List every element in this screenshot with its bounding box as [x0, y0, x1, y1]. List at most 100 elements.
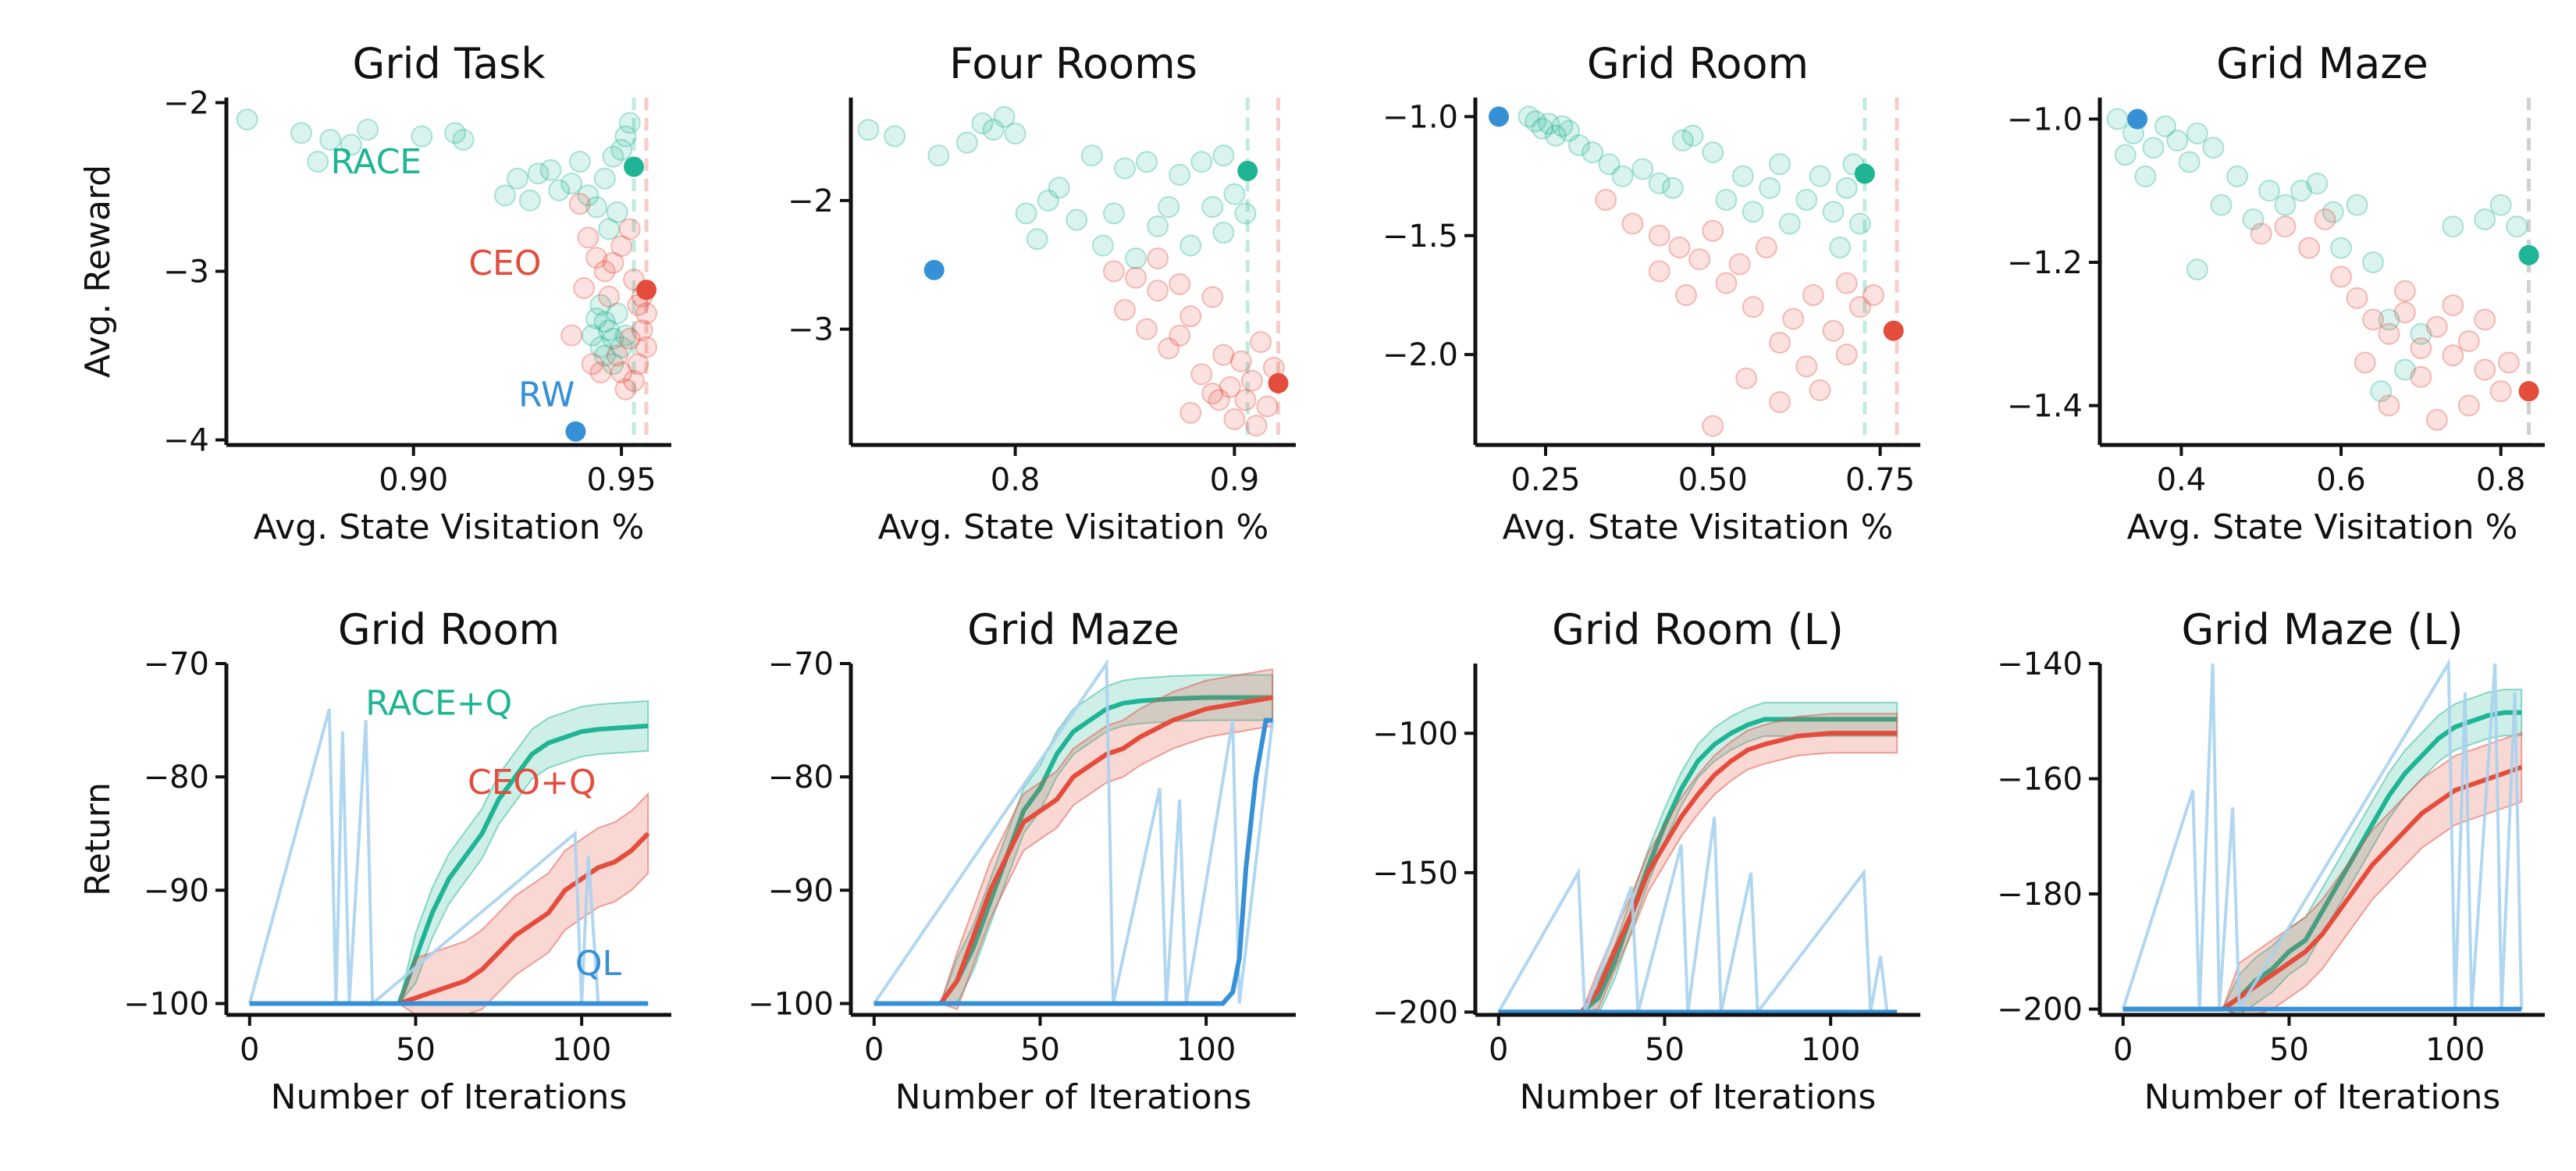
plot-area	[857, 98, 1289, 445]
scatter-point-race	[2474, 208, 2496, 230]
scatter-point-race	[1681, 124, 1704, 147]
panel-2: Four Rooms 0.8 0.9 −2 −3 Avg. State Visitatio…	[788, 39, 1296, 547]
scatter-point-race	[1125, 247, 1147, 270]
scatter-point-ceo	[1863, 283, 1884, 306]
series-line-ceo	[873, 695, 1273, 1006]
panel-3: Grid Room 0.25 0.50 0.75 −1.0 −1.5 −2.0 Avg. St…	[1382, 39, 1920, 547]
highlight-point-ceo	[2518, 381, 2539, 402]
scatter-point-ceo	[614, 378, 637, 400]
scatter-point-ceo	[1621, 212, 1644, 235]
scatter-point-ceo	[2361, 308, 2384, 331]
scatter-point-race	[443, 122, 466, 144]
scatter-point-race	[1147, 215, 1169, 237]
scatter-point-race	[1212, 222, 1235, 244]
scatter-point-race	[1026, 228, 1048, 251]
x-axis-label: Avg. State Visitation %	[2127, 507, 2518, 547]
scatter-point-ceo	[2250, 222, 2272, 245]
scatter-point-ceo	[1102, 260, 1125, 283]
scatter-point-ceo	[1648, 260, 1670, 283]
scatter-point-ceo	[1848, 296, 1871, 319]
scatter-point-ceo	[1201, 383, 1224, 405]
scatter-point-ceo	[573, 277, 596, 300]
scatter-point-race	[971, 112, 994, 134]
annotation-rw: RW	[518, 375, 575, 415]
scatter-point-race	[1190, 151, 1213, 173]
scatter-point-ceo	[1147, 247, 1169, 270]
y-tick-label: −3	[163, 254, 209, 290]
annotation-race: RACE	[330, 142, 422, 182]
panel-8: Grid Maze (L) 0 50 100 −140 −160 −180 −200 Numbe…	[1997, 605, 2545, 1117]
scatter-point-ceo	[2330, 265, 2353, 288]
scatter-point-ceo	[1223, 408, 1246, 431]
scatter-point-race	[1778, 212, 1801, 235]
scatter-point-race	[2290, 180, 2312, 202]
scatter-point-race	[560, 173, 583, 195]
scatter-point-race	[1234, 202, 1257, 225]
scatter-point-ceo	[1735, 367, 1758, 390]
plot-area	[2106, 98, 2539, 445]
scatter-point-ceo	[618, 218, 641, 240]
scatter-point-ceo	[1158, 337, 1180, 360]
scatter-point-race	[593, 167, 616, 190]
scatter-point-ceo	[1179, 401, 1202, 424]
panel-title: Grid Room	[338, 605, 560, 654]
scatter-point-race	[357, 119, 379, 141]
scatter-point-race	[493, 184, 516, 207]
scatter-point-race	[1558, 119, 1580, 142]
highlight-point-race	[624, 156, 645, 177]
x-tick-label: 0	[864, 1032, 884, 1068]
scatter-point-race	[1611, 165, 1634, 187]
scatter-point-race	[1004, 123, 1026, 145]
panel-title: Grid Room	[1587, 39, 1809, 88]
scatter-point-race	[1531, 117, 1553, 140]
scatter-point-ceo	[2489, 380, 2512, 403]
scatter-point-ceo	[2410, 337, 2432, 360]
scatter-point-race	[1102, 202, 1125, 225]
scatter-point-ceo	[1169, 324, 1191, 347]
y-tick-label: −200	[1997, 992, 2083, 1028]
scatter-point-ceo	[1755, 237, 1777, 259]
ql-variance-spikes	[247, 708, 649, 1007]
highlight-point-race	[2518, 244, 2539, 265]
scatter-point-race	[1525, 110, 1547, 133]
scatter-point-race	[2154, 115, 2176, 137]
scatter-point-ceo	[1702, 415, 1724, 437]
scatter-point-race	[598, 218, 621, 240]
scatter-point-ceo	[1769, 391, 1791, 414]
x-tick-label: 0.4	[2157, 462, 2207, 498]
panel-7: Grid Room (L) 0 50 100 −100 −150 −200 Number of…	[1372, 605, 1920, 1117]
x-axis-label: Number of Iterations	[2144, 1077, 2501, 1117]
scatter-point-race	[2506, 215, 2528, 238]
panel-title: Grid Maze	[967, 605, 1179, 654]
scatter-point-ceo	[602, 251, 624, 274]
scatter-point-ceo	[623, 369, 646, 392]
scatter-point-race	[1759, 176, 1781, 199]
scatter-point-ceo	[1795, 355, 1818, 378]
scatter-point-ceo	[1256, 395, 1279, 418]
y-tick-label: −4	[163, 423, 209, 459]
scatter-point-race	[1829, 237, 1852, 259]
scatter-point-race	[2242, 208, 2265, 230]
scatter-point-race	[606, 302, 628, 325]
y-tick-label: −100	[748, 986, 834, 1022]
scatter-point-ceo	[1113, 298, 1136, 321]
scatter-point-race	[927, 144, 950, 167]
plot-area	[2121, 658, 2524, 1016]
scatter-point-ceo	[1688, 248, 1711, 271]
scatter-point-race	[2134, 165, 2157, 187]
ql-variance-spikes	[1497, 817, 1898, 1017]
x-tick-label: 50	[1020, 1032, 1060, 1068]
x-tick-label: 0.50	[1678, 462, 1748, 498]
scatter-point-race	[568, 151, 591, 173]
scatter-point-race	[1179, 234, 1202, 257]
x-tick-label: 100	[2425, 1032, 2485, 1068]
scatter-point-race	[857, 119, 880, 141]
highlight-point-rw	[565, 421, 586, 442]
scatter-point-ceo	[1245, 415, 1268, 437]
scatter-point-race	[1598, 153, 1621, 176]
y-tick-label: −100	[123, 986, 209, 1022]
x-axis-label: Avg. State Visitation %	[254, 507, 645, 547]
y-tick-label: −1.2	[2007, 245, 2083, 281]
x-tick-label: 50	[396, 1032, 436, 1068]
